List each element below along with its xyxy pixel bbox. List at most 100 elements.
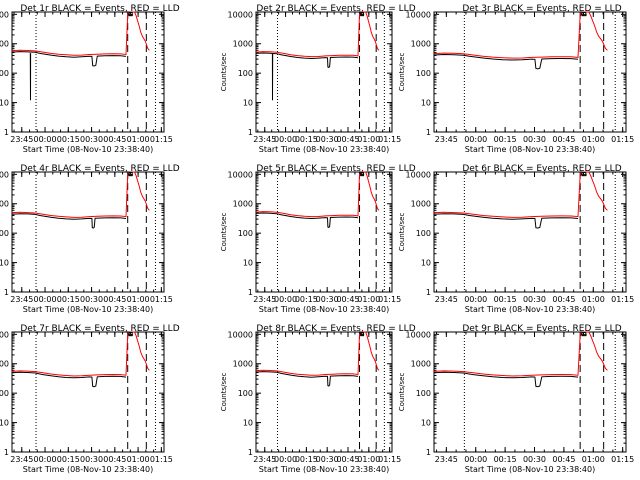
lld-series-line [11, 331, 150, 377]
x-tick-label: 01:15 [378, 295, 401, 304]
y-tick-label: 100 [416, 69, 431, 78]
plot-frame [433, 171, 627, 293]
x-tick-label: 00:45 [103, 135, 126, 144]
events-series-line [11, 51, 127, 67]
plot-frame [11, 171, 165, 293]
y-tick-label: 100 [0, 229, 9, 238]
x-tick-label: 00:15 [57, 455, 80, 464]
x-tick-label: 01:15 [611, 135, 634, 144]
y-tick-label: 10000 [228, 170, 253, 179]
x-tick-label: 00:00 [274, 455, 297, 464]
flare-bracket [360, 172, 365, 177]
x-tick-label: 01:15 [150, 455, 173, 464]
y-tick-label: 10000 [0, 10, 9, 19]
x-tick-label: 00:45 [103, 455, 126, 464]
y-tick-label: 10000 [228, 10, 253, 19]
plot-frame [433, 331, 627, 453]
y-tick-label: 1000 [0, 360, 9, 369]
plot-frame [11, 11, 165, 133]
flare-bracket [360, 12, 365, 17]
events-series-line [11, 213, 127, 229]
y-tick-label: 10 [421, 99, 431, 108]
events-series-line [433, 371, 579, 388]
y-tick-label: 1 [4, 448, 9, 457]
x-tick-label: 01:15 [150, 135, 173, 144]
panel-title: Det 6r BLACK = Events, RED = LLD [462, 164, 621, 174]
events-series-line [11, 371, 127, 388]
x-tick-label: 01:00 [582, 455, 605, 464]
x-tick-label: 00:30 [523, 135, 546, 144]
x-tick-label: 00:00 [464, 455, 487, 464]
y-tick-label: 100 [238, 69, 253, 78]
x-tick-label: 00:45 [552, 135, 575, 144]
x-tick-label: 01:00 [357, 295, 380, 304]
plot-frame [255, 11, 393, 133]
x-tick-label: 23:45 [253, 295, 276, 304]
y-tick-label: 100 [416, 229, 431, 238]
detector-panel-4: Det 4r BLACK = Events, RED = LLDCounts/s… [0, 164, 180, 314]
y-tick-label: 10 [0, 419, 9, 428]
x-axis-label: Start Time (08-Nov-10 23:38:40) [465, 465, 595, 474]
x-tick-label: 23:45 [253, 135, 276, 144]
x-tick-label: 00:00 [464, 295, 487, 304]
detector-panel-2: Det 2r BLACK = Events, RED = LLD Counts/s… [220, 4, 416, 154]
y-tick-label: 1000 [233, 360, 253, 369]
x-axis-label: Start Time (08-Nov-10 23:38:40) [259, 145, 389, 154]
y-tick-label: 1 [4, 288, 9, 297]
y-tick-label: 100 [238, 389, 253, 398]
flare-bracket [360, 332, 365, 337]
x-tick-label: 23:45 [10, 135, 33, 144]
detector-panel-8: Det 8r BLACK = Events, RED = LLD Counts/s… [220, 324, 416, 474]
x-tick-label: 00:30 [523, 295, 546, 304]
y-tick-label: 1000 [411, 40, 431, 49]
y-axis-label: Counts/sec [220, 53, 228, 92]
y-axis-label: Counts/sec [398, 213, 406, 252]
plot-frame [255, 171, 393, 293]
x-tick-label: 00:15 [295, 135, 318, 144]
detector-panel-3: Det 3r BLACK = Events, RED = LLD Counts/s… [398, 4, 634, 154]
x-tick-label: 01:15 [150, 295, 173, 304]
x-tick-label: 00:15 [494, 135, 517, 144]
y-axis-label: Counts/sec [220, 373, 228, 412]
y-tick-label: 100 [238, 229, 253, 238]
x-tick-label: 00:15 [295, 295, 318, 304]
x-tick-label: 00:30 [80, 135, 103, 144]
plot-frame [433, 11, 627, 133]
detector-panel-5: Det 5r BLACK = Events, RED = LLD Counts/s… [220, 164, 416, 314]
flare-bracket [581, 332, 587, 337]
y-axis-label: Counts/sec [398, 373, 406, 412]
y-tick-label: 1 [248, 448, 253, 457]
y-tick-label: 1000 [233, 200, 253, 209]
detector-panel-6: Det 6r BLACK = Events, RED = LLD Counts/s… [398, 164, 634, 314]
panel-title: Det 5r BLACK = Events, RED = LLD [256, 164, 415, 174]
y-tick-label: 10000 [406, 170, 431, 179]
x-tick-label: 00:45 [336, 135, 359, 144]
lld-series-line [433, 171, 608, 218]
y-tick-label: 10000 [406, 10, 431, 19]
x-tick-label: 23:45 [435, 135, 458, 144]
detector-panel-7: Det 7r BLACK = Events, RED = LLDCounts/s… [0, 324, 180, 474]
panel-title: Det 8r BLACK = Events, RED = LLD [256, 324, 415, 334]
y-tick-label: 1 [248, 288, 253, 297]
y-tick-label: 10 [243, 259, 253, 268]
x-tick-label: 00:30 [316, 135, 339, 144]
y-tick-label: 1000 [411, 200, 431, 209]
x-tick-label: 00:00 [274, 295, 297, 304]
x-tick-label: 23:45 [435, 295, 458, 304]
x-axis-label: Start Time (08-Nov-10 23:38:40) [465, 305, 595, 314]
x-tick-label: 00:45 [336, 455, 359, 464]
x-tick-label: 01:00 [357, 135, 380, 144]
y-tick-label: 1 [248, 128, 253, 137]
x-tick-label: 00:15 [295, 455, 318, 464]
y-tick-label: 10000 [0, 170, 9, 179]
x-tick-label: 00:45 [552, 295, 575, 304]
lld-series-line [433, 11, 608, 59]
y-tick-label: 10 [243, 419, 253, 428]
x-tick-label: 23:45 [10, 295, 33, 304]
x-tick-label: 01:00 [127, 135, 150, 144]
x-tick-label: 23:45 [435, 455, 458, 464]
events-series-line [255, 371, 359, 387]
x-tick-label: 00:00 [34, 455, 57, 464]
x-tick-label: 00:15 [57, 295, 80, 304]
